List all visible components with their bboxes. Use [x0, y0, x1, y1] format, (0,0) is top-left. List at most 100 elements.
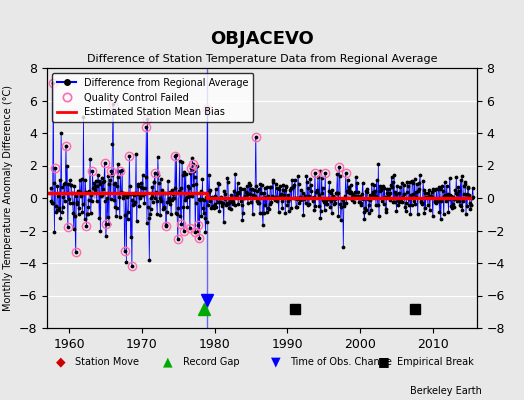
Point	[378, 198, 386, 204]
Point	[338, 196, 346, 202]
Point	[101, 198, 110, 204]
Point	[93, 198, 101, 204]
Point	[210, 201, 219, 208]
Point	[324, 188, 333, 195]
Point	[97, 192, 105, 199]
Point	[118, 167, 126, 173]
Point	[173, 236, 182, 243]
Point	[468, 185, 477, 191]
Point	[62, 143, 70, 150]
Point	[350, 193, 358, 199]
Point	[331, 196, 339, 202]
Point	[83, 211, 91, 218]
Point	[333, 170, 342, 177]
Point	[327, 189, 335, 196]
Point	[71, 213, 79, 220]
Point	[373, 177, 381, 184]
Point	[155, 179, 163, 186]
Point	[192, 181, 201, 187]
Point	[152, 188, 160, 195]
Point	[220, 219, 228, 226]
Point	[125, 190, 133, 197]
Point	[138, 172, 147, 178]
Point	[285, 208, 293, 214]
Point	[294, 172, 302, 179]
Point	[189, 160, 197, 167]
Point	[301, 192, 309, 199]
Text: Station Move: Station Move	[75, 357, 139, 367]
Point	[56, 176, 64, 183]
Point	[399, 182, 408, 188]
Point	[423, 194, 431, 200]
Point	[276, 183, 285, 189]
Point	[324, 196, 332, 202]
Point	[111, 204, 119, 210]
Point	[72, 193, 80, 200]
Point	[433, 196, 441, 202]
Legend: Difference from Regional Average, Quality Control Failed, Estimated Station Mean: Difference from Regional Average, Qualit…	[52, 73, 254, 122]
Point	[447, 193, 456, 200]
Point	[67, 182, 75, 188]
Point	[136, 195, 145, 201]
Point	[398, 199, 407, 205]
Point	[340, 203, 348, 210]
Point	[153, 211, 161, 217]
Point	[407, 202, 416, 208]
Point	[362, 207, 370, 214]
Point	[425, 207, 434, 213]
Point	[271, 196, 279, 203]
Point	[364, 196, 372, 202]
Point	[164, 178, 172, 184]
Point	[260, 210, 268, 216]
Point	[148, 184, 157, 190]
Point	[176, 158, 184, 165]
Point	[233, 190, 241, 196]
Point	[267, 184, 275, 191]
Point	[452, 174, 461, 180]
Point	[340, 200, 348, 206]
Point	[337, 203, 346, 210]
Point	[226, 198, 234, 204]
Text: OBJACEVO: OBJACEVO	[210, 30, 314, 48]
Point	[449, 200, 457, 207]
Point	[250, 187, 259, 193]
Point	[446, 203, 455, 209]
Point	[184, 192, 193, 199]
Point	[318, 175, 326, 181]
Point	[92, 183, 100, 189]
Point	[424, 202, 432, 208]
Point	[440, 193, 449, 200]
Point	[358, 180, 367, 186]
Point	[94, 172, 102, 178]
Point	[149, 199, 157, 205]
Point	[287, 204, 296, 211]
Point	[135, 203, 143, 209]
Point	[117, 189, 125, 195]
Point	[335, 173, 344, 180]
Point	[314, 192, 323, 198]
Point	[95, 180, 104, 187]
Point	[357, 202, 365, 208]
Point	[166, 200, 174, 207]
Point	[227, 192, 236, 198]
Point	[76, 188, 84, 195]
Point	[104, 173, 113, 180]
Point	[405, 196, 413, 202]
Point	[391, 191, 400, 198]
Point	[69, 210, 78, 216]
Point	[219, 200, 227, 206]
Point	[291, 177, 299, 184]
Point	[138, 192, 146, 198]
Point	[243, 183, 252, 189]
Point	[451, 187, 459, 194]
Point	[355, 199, 363, 206]
Point	[454, 184, 462, 190]
Point	[193, 163, 201, 170]
Point	[371, 188, 379, 194]
Point	[91, 178, 100, 184]
Point	[121, 212, 129, 218]
Point	[52, 207, 61, 214]
Point	[60, 181, 68, 188]
Point	[118, 195, 127, 201]
Point	[394, 196, 402, 203]
